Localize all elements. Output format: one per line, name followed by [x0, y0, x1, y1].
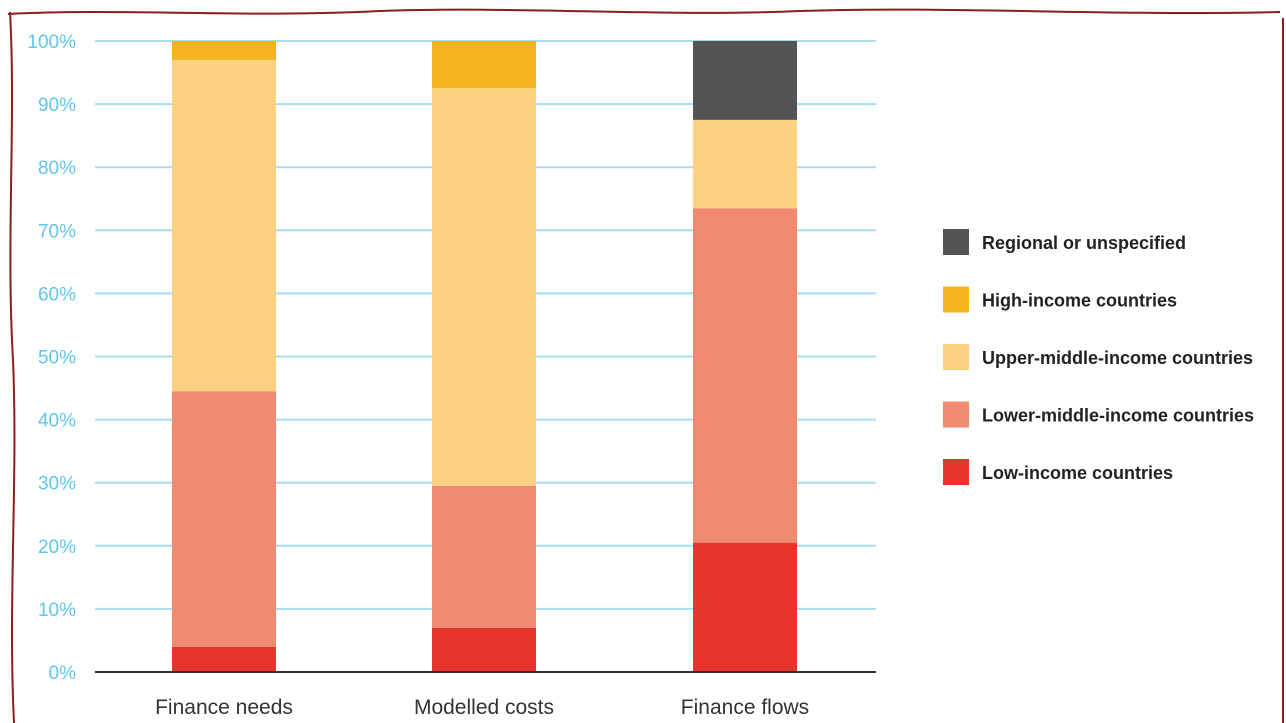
bar-segment: [172, 41, 276, 60]
y-tick-label: 20%: [38, 537, 76, 558]
y-tick-label: 50%: [38, 348, 76, 369]
legend: Regional or unspecified High-income count…: [943, 229, 1254, 485]
legend-label: Upper-middle-income countries: [982, 348, 1253, 368]
y-axis-ticks: 0% 10% 20% 30% 40% 50% 60% 70% 80% 90% 100%: [27, 32, 76, 684]
legend-swatch: [943, 459, 969, 485]
bar-segment: [172, 59, 276, 392]
legend-swatch: [943, 344, 969, 370]
legend-label: Regional or unspecified: [982, 233, 1186, 253]
bar-segment: [693, 119, 797, 209]
frame-border: [7, 8, 1284, 723]
legend-label: High-income countries: [982, 291, 1177, 311]
legend-label: Lower-middle-income countries: [982, 406, 1254, 426]
x-axis-categories: Finance needs Modelled costs Finance flows: [155, 696, 809, 719]
legend-swatch: [943, 229, 969, 255]
bar-segment: [693, 208, 797, 543]
bar-segment: [432, 41, 536, 89]
legend-swatch: [943, 286, 969, 313]
legend-swatch: [943, 401, 969, 428]
y-tick-label: 0%: [49, 663, 77, 684]
x-category-label: Modelled costs: [414, 696, 554, 719]
bar-segment: [432, 88, 536, 486]
bar-segment: [693, 542, 797, 672]
bars: [172, 41, 797, 672]
bar-segment: [172, 391, 276, 647]
bar-segment: [172, 646, 276, 672]
y-tick-label: 70%: [38, 221, 76, 242]
x-category-label: Finance flows: [681, 696, 809, 719]
y-tick-label: 100%: [27, 32, 76, 53]
bar-segment: [693, 41, 797, 120]
y-tick-label: 10%: [38, 600, 76, 621]
y-tick-label: 30%: [38, 474, 76, 495]
y-tick-label: 60%: [38, 284, 76, 305]
y-tick-label: 40%: [38, 411, 76, 432]
y-tick-label: 90%: [38, 95, 76, 116]
bar-segment: [432, 485, 536, 628]
legend-label: Low-income countries: [982, 463, 1173, 483]
bar-segment: [432, 627, 536, 672]
x-category-label: Finance needs: [155, 696, 293, 719]
y-tick-label: 80%: [38, 158, 76, 179]
